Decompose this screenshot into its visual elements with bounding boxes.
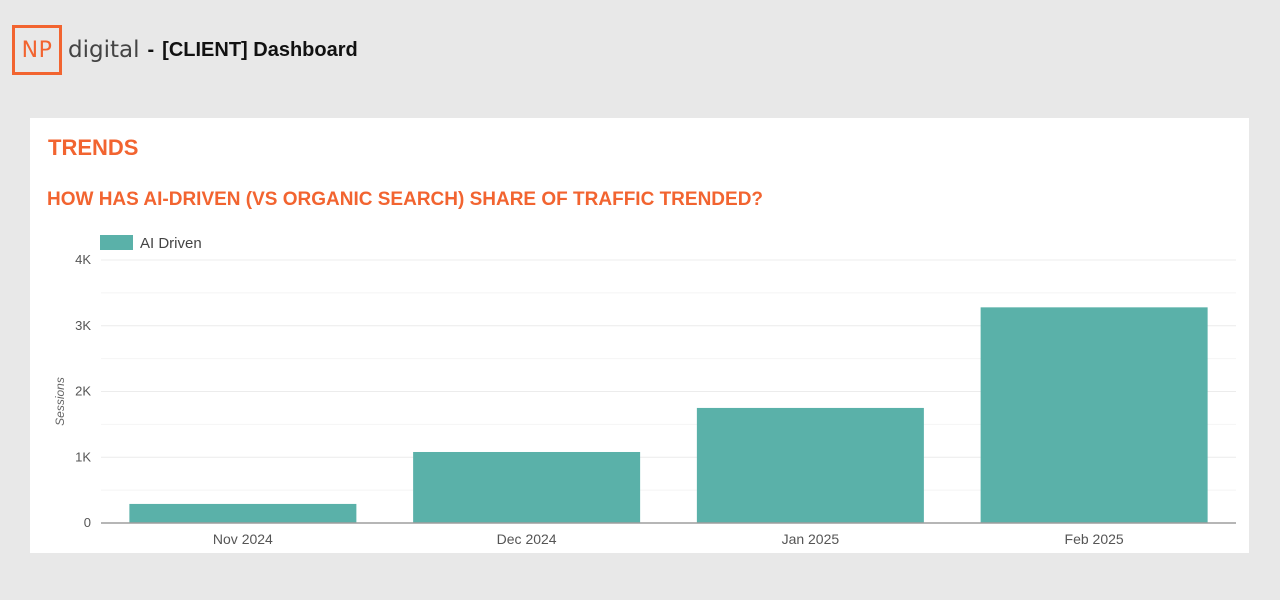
legend-label: AI Driven: [140, 235, 202, 252]
header-separator: -: [147, 38, 155, 61]
chart-title: HOW HAS AI-DRIVEN (VS ORGANIC SEARCH) SH…: [47, 189, 764, 210]
trends-card: TRENDS HOW HAS AI-DRIVEN (VS ORGANIC SEA…: [30, 118, 1249, 553]
y-tick-label: 1K: [75, 449, 91, 464]
x-tick-label: Nov 2024: [213, 531, 273, 547]
bar-feb-2025: [980, 307, 1208, 523]
logo-mark-text: NP: [21, 37, 53, 63]
logo-wordmark: digital: [68, 37, 140, 63]
bar-jan-2025: [696, 407, 924, 523]
x-tick-label: Feb 2025: [1065, 531, 1124, 547]
y-axis-title: Sessions: [53, 377, 67, 426]
sessions-bar-chart: 0 1K 2K 3K 4K Nov 2024 Dec 2024 Jan 2025 Feb 202…: [53, 235, 1236, 547]
bar-dec-2024: [413, 451, 641, 523]
section-title: TRENDS: [48, 135, 139, 160]
y-tick-label: 3K: [75, 318, 91, 333]
x-tick-label: Jan 2025: [782, 531, 840, 547]
x-tick-label: Dec 2024: [497, 531, 557, 547]
legend-swatch: [100, 235, 133, 250]
dashboard-title: [CLIENT] Dashboard: [162, 38, 358, 61]
y-tick-label: 2K: [75, 384, 91, 399]
y-tick-label: 0: [84, 515, 91, 530]
y-tick-label: 4K: [75, 252, 91, 267]
dashboard-header: NP digital - [CLIENT] Dashboard: [12, 22, 358, 78]
np-logo-mark: NP: [12, 25, 62, 75]
bar-nov-2024: [129, 503, 357, 523]
